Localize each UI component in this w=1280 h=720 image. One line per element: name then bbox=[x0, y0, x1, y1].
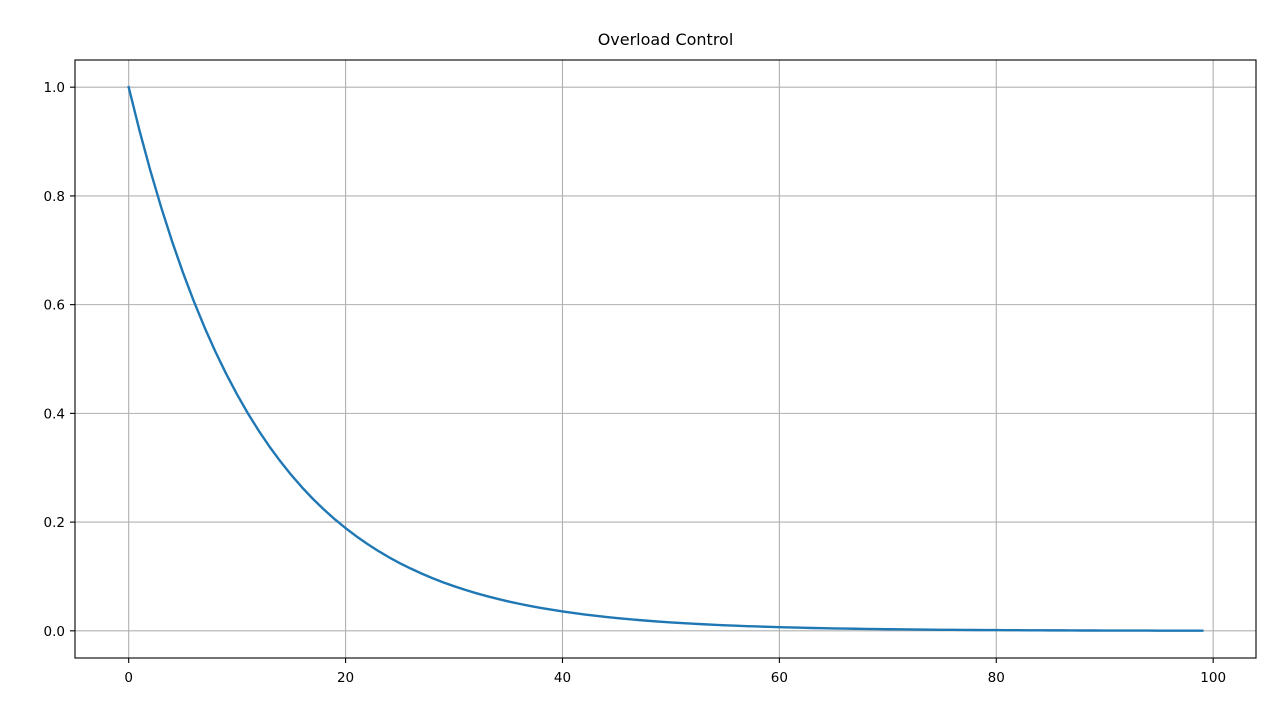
y-tick-label: 0.2 bbox=[44, 515, 65, 531]
x-tick-label: 0 bbox=[124, 670, 133, 686]
series-line-0 bbox=[127, 85, 1204, 632]
x-tick-label: 20 bbox=[337, 670, 354, 686]
x-tick-label: 80 bbox=[988, 670, 1005, 686]
y-tick-label: 1.0 bbox=[44, 80, 65, 96]
y-tick-label: 0.0 bbox=[44, 624, 65, 640]
y-tick-label: 0.6 bbox=[44, 298, 65, 314]
chart-title: Overload Control bbox=[598, 30, 734, 49]
plot-area-frame bbox=[74, 59, 1257, 659]
x-tick-label: 100 bbox=[1200, 670, 1226, 686]
axis-ticks: 0 20 40 60 80 100 0.0 0.2 0.4 0.6 0.8 1.0 bbox=[44, 80, 1227, 686]
x-tick-label: 60 bbox=[771, 670, 788, 686]
grid-lines bbox=[75, 60, 1256, 658]
x-tick-label: 40 bbox=[554, 670, 571, 686]
y-tick-label: 0.8 bbox=[44, 189, 65, 205]
series-layer bbox=[127, 85, 1204, 632]
y-tick-label: 0.4 bbox=[44, 406, 65, 422]
